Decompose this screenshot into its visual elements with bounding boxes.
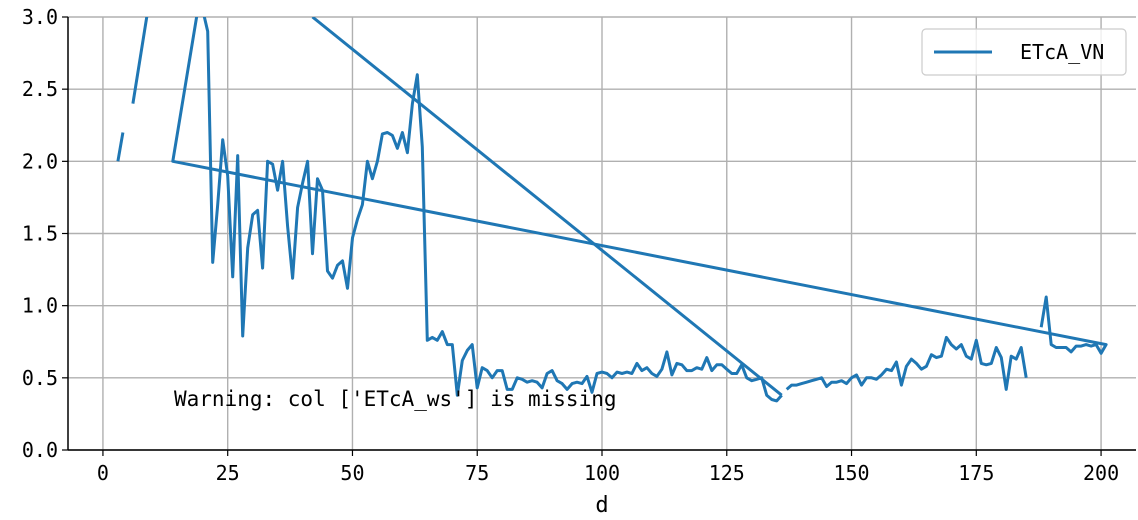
axis-ticks: 0 25 50 75 100 125 150 175 200 0.0 0.5 1.0 1.5 2.0 2.5… (22, 5, 1136, 485)
x-tick-label: 50 (340, 461, 364, 485)
series-ETcA_VN-segment-5 (311, 17, 783, 397)
x-tick-label: 175 (958, 461, 994, 485)
x-tick-label: 75 (465, 461, 489, 485)
series-ETcA_VN-segment-1 (131, 17, 149, 104)
y-tick-label: 0.0 (22, 438, 58, 462)
series-ETcA_VN-segment-0 (116, 132, 125, 162)
grid-lines (68, 16, 1136, 451)
y-tick-label: 0.5 (22, 366, 58, 390)
x-tick-label: 125 (709, 461, 745, 485)
y-tick-label: 2.0 (22, 149, 58, 173)
x-tick-label: 25 (216, 461, 240, 485)
x-tick-label: 150 (833, 461, 869, 485)
x-tick-label: 100 (584, 461, 620, 485)
x-axis-label: d (595, 493, 608, 518)
series-ETcA_VN-segment-4 (171, 17, 1108, 355)
series-layer (116, 17, 1108, 403)
series-ETcA_VN-segment-3 (785, 335, 1028, 391)
legend-label: ETcA_VN (1020, 40, 1104, 64)
warning-annotation: Warning: col ['ETcA_ws'] is missing (174, 387, 617, 411)
x-tick-label: 0 (97, 461, 109, 485)
y-tick-label: 2.5 (22, 77, 58, 101)
y-tick-label: 3.0 (22, 5, 58, 29)
y-tick-label: 1.5 (22, 222, 58, 246)
x-tick-label: 200 (1083, 461, 1119, 485)
series-ETcA_VN-segment-2 (202, 17, 783, 403)
legend-box (921, 28, 1127, 76)
legend: ETcA_VN (921, 28, 1127, 76)
y-tick-label: 1.0 (22, 294, 58, 318)
